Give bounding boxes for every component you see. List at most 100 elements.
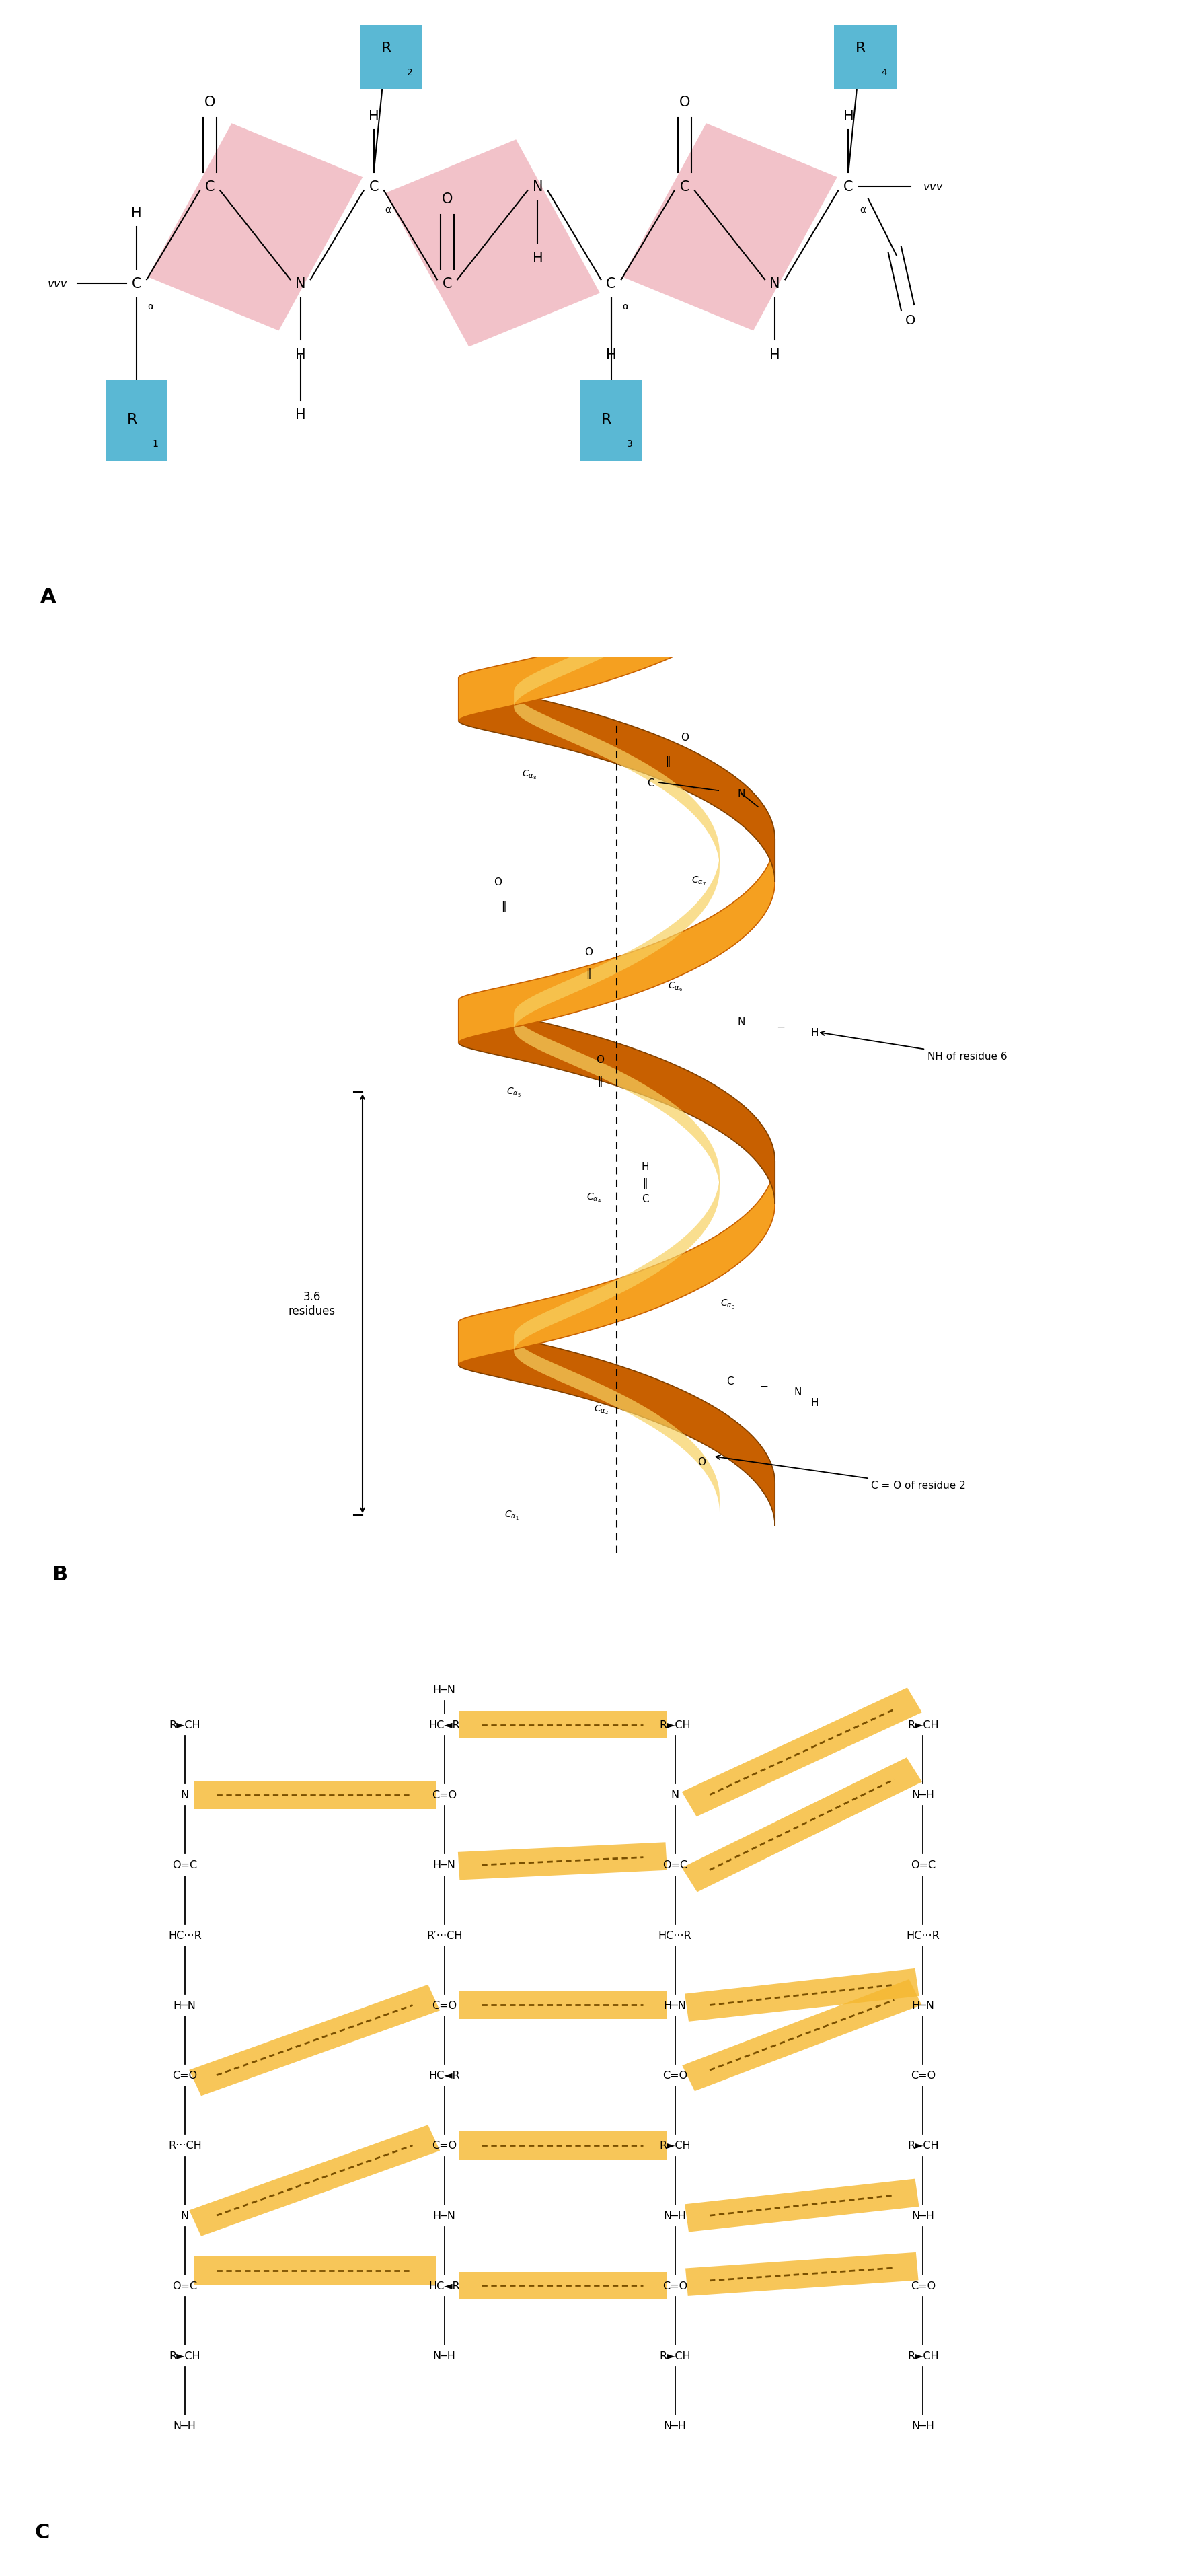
Text: $C_{\alpha_3}$: $C_{\alpha_3}$ — [720, 1298, 734, 1311]
FancyBboxPatch shape — [106, 381, 167, 461]
Polygon shape — [514, 693, 719, 868]
Text: C: C — [679, 180, 690, 193]
Text: H─N: H─N — [433, 1860, 455, 1870]
Polygon shape — [385, 139, 600, 348]
Text: N─H: N─H — [912, 2210, 935, 2221]
Text: R►CH: R►CH — [907, 1721, 939, 1731]
Text: H: H — [811, 1399, 818, 1409]
Text: R►CH: R►CH — [659, 2141, 691, 2151]
Text: α: α — [623, 301, 629, 312]
FancyBboxPatch shape — [580, 381, 643, 461]
Polygon shape — [459, 677, 774, 881]
Text: $C_{\alpha_4}$: $C_{\alpha_4}$ — [586, 1193, 601, 1203]
Text: H: H — [811, 1028, 818, 1038]
Text: R►CH: R►CH — [907, 2352, 939, 2360]
Text: R►CH: R►CH — [659, 2352, 691, 2360]
Text: $C_{\alpha_5}$: $C_{\alpha_5}$ — [507, 1087, 521, 1097]
Text: C: C — [647, 778, 654, 788]
Polygon shape — [459, 840, 774, 1043]
Text: H: H — [132, 206, 141, 219]
Text: O=C: O=C — [663, 1860, 687, 1870]
Text: 2: 2 — [406, 67, 412, 77]
Text: ‖: ‖ — [643, 1177, 647, 1188]
Text: $C_{\alpha_1}$: $C_{\alpha_1}$ — [504, 1510, 519, 1522]
Text: O: O — [698, 1458, 705, 1466]
Polygon shape — [681, 1757, 922, 1893]
Text: HC···R: HC···R — [906, 1929, 939, 1940]
Polygon shape — [685, 2251, 918, 2295]
Text: C=O: C=O — [663, 2280, 687, 2290]
Polygon shape — [193, 1780, 435, 1808]
Text: O: O — [585, 948, 592, 958]
Text: ‖: ‖ — [597, 1074, 603, 1087]
Text: H─N: H─N — [664, 1999, 686, 2009]
Text: H─N: H─N — [912, 1999, 935, 2009]
Text: R: R — [856, 41, 866, 54]
Text: NH of residue 6: NH of residue 6 — [820, 1030, 1008, 1061]
Text: N─H: N─H — [912, 2421, 935, 2432]
Text: H: H — [606, 348, 617, 361]
Text: N: N — [295, 278, 306, 291]
Text: R: R — [127, 412, 138, 428]
Text: N: N — [532, 180, 543, 193]
Text: α: α — [385, 206, 391, 214]
Text: ─: ─ — [693, 783, 699, 793]
Text: O: O — [905, 314, 916, 327]
Text: A: A — [40, 587, 56, 608]
Text: C: C — [844, 180, 853, 193]
Text: N: N — [737, 1018, 745, 1028]
Text: H: H — [843, 108, 853, 124]
Text: C: C — [368, 180, 379, 193]
Text: $C_{\alpha_6}$: $C_{\alpha_6}$ — [669, 981, 683, 992]
Text: O: O — [205, 95, 215, 108]
Text: H─N: H─N — [173, 1999, 197, 2009]
Text: ‖: ‖ — [586, 969, 591, 979]
Text: O=C: O=C — [172, 1860, 198, 1870]
Text: O=C: O=C — [172, 2280, 198, 2290]
Text: ─: ─ — [778, 1023, 784, 1033]
Text: α: α — [859, 206, 865, 214]
Text: C = O of residue 2: C = O of residue 2 — [716, 1455, 965, 1492]
Text: O: O — [679, 95, 690, 108]
Text: C: C — [726, 1376, 733, 1386]
Polygon shape — [459, 2130, 666, 2159]
Text: N: N — [181, 1790, 188, 1801]
Text: C: C — [606, 278, 616, 291]
Text: R►CH: R►CH — [169, 1721, 200, 1731]
Text: R►CH: R►CH — [907, 2141, 939, 2151]
Text: O: O — [680, 732, 689, 742]
Polygon shape — [685, 2179, 919, 2231]
Text: 3.6
residues: 3.6 residues — [288, 1291, 335, 1316]
Text: $C_{\alpha_2}$: $C_{\alpha_2}$ — [594, 1404, 609, 1417]
Polygon shape — [514, 531, 719, 708]
Text: HC◄R: HC◄R — [428, 2071, 460, 2081]
Text: C=O: C=O — [432, 2141, 457, 2151]
FancyBboxPatch shape — [834, 10, 897, 90]
Text: C=O: C=O — [172, 2071, 198, 2081]
Text: vvv: vvv — [47, 278, 67, 291]
Text: H: H — [368, 108, 379, 124]
Text: H─N: H─N — [433, 1685, 455, 1695]
Text: C: C — [205, 180, 215, 193]
Text: α: α — [147, 301, 154, 312]
Text: N: N — [793, 1386, 802, 1396]
Text: ‖: ‖ — [501, 902, 506, 912]
Text: C: C — [132, 278, 141, 291]
Polygon shape — [147, 124, 363, 332]
Text: O: O — [441, 193, 453, 206]
Text: N─H: N─H — [912, 1790, 935, 1801]
Polygon shape — [193, 2257, 435, 2285]
Polygon shape — [623, 124, 837, 332]
Polygon shape — [459, 1162, 774, 1365]
Text: C=O: C=O — [911, 2071, 936, 2081]
Polygon shape — [189, 2125, 440, 2236]
Text: ‖: ‖ — [665, 757, 670, 768]
Polygon shape — [459, 999, 774, 1206]
Text: C=O: C=O — [663, 2071, 687, 2081]
Text: H─N: H─N — [433, 2210, 455, 2221]
Text: B: B — [52, 1564, 67, 1584]
Text: HC◄R: HC◄R — [428, 2280, 460, 2290]
Text: R►CH: R►CH — [659, 1721, 691, 1731]
Text: R: R — [601, 412, 612, 428]
Text: N: N — [671, 1790, 679, 1801]
